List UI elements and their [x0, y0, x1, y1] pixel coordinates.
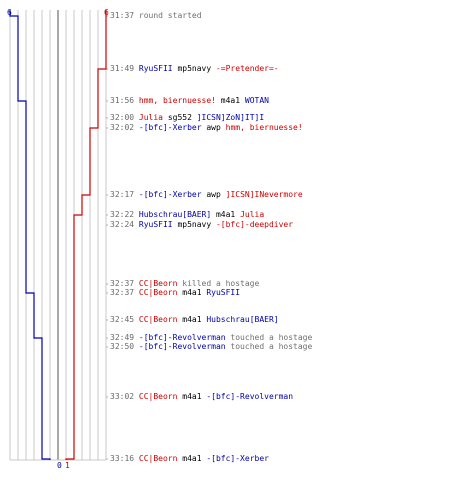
event-time: 32:49 [110, 333, 139, 342]
t-top-label: 6 [7, 8, 12, 17]
event-time: 32:37 [110, 279, 139, 288]
event-action: killed a hostage [177, 279, 260, 288]
t-bottom-label: 0 [57, 461, 62, 470]
player-name: ]ICSN]ZoN]IT]I [196, 113, 265, 122]
event-row: 32:00 Julia sg552 ]ICSN]ZoN]IT]I [110, 113, 264, 122]
event-action: awp [201, 123, 226, 132]
player-name: Julia [240, 210, 265, 219]
player-name: WOTAN [244, 96, 269, 105]
event-time: 32:45 [110, 315, 139, 324]
event-time: 32:00 [110, 113, 139, 122]
player-name: -[bfc]-Xerber [138, 190, 202, 199]
ct-top-label: 6 [104, 8, 109, 17]
player-name: hmm, biernuesse! [138, 96, 216, 105]
series-line-t [9, 10, 51, 460]
event-time: 31:37 [110, 11, 139, 20]
player-name: Julia [138, 113, 163, 122]
player-name: -[bfc]-deepdiver [215, 220, 294, 229]
event-time: 32:22 [110, 210, 139, 219]
player-name: -[bfc]-Revolverman [206, 392, 294, 401]
event-time: 32:17 [110, 190, 139, 199]
event-action: touched a hostage [225, 342, 313, 351]
player-name: CC|Beorn [138, 315, 178, 324]
player-name: RyuSFII [138, 64, 173, 73]
event-time: 32:50 [110, 342, 139, 351]
event-guides [106, 15, 110, 460]
player-name: hmm, biernuesse! [225, 123, 303, 132]
graph-grid [9, 10, 107, 461]
event-action: m4a1 [215, 96, 245, 105]
player-name: CC|Beorn [138, 454, 178, 463]
event-time: 32:02 [110, 123, 139, 132]
event-action: mp5navy [172, 220, 216, 229]
team-lines [9, 10, 107, 460]
ct-bottom-label: 1 [65, 461, 70, 470]
event-action: m4a1 [177, 392, 207, 401]
player-name: -[bfc]-Revolverman [138, 333, 226, 342]
event-row: 31:49 RyuSFII mp5navy -=Pretender=- [110, 64, 279, 73]
event-row: 32:49 -[bfc]-Revolverman touched a hosta… [110, 333, 312, 342]
event-row: 32:17 -[bfc]-Xerber awp ]ICSN]INevermore [110, 190, 303, 199]
player-name: -[bfc]-Revolverman [138, 342, 226, 351]
event-action: m4a1 [177, 315, 207, 324]
event-row: 33:02 CC|Beorn m4a1 -[bfc]-Revolverman [110, 392, 293, 401]
event-row: 32:22 Hubschrau[BAER] m4a1 Julia [110, 210, 264, 219]
event-time: 32:37 [110, 288, 139, 297]
event-time: 33:16 [110, 454, 139, 463]
player-name: -[bfc]-Xerber [138, 123, 202, 132]
event-time: 32:24 [110, 220, 139, 229]
player-name: Hubschrau[BAER] [138, 210, 212, 219]
event-row: 31:56 hmm, biernuesse! m4a1 WOTAN [110, 96, 269, 105]
event-row: 32:37 CC|Beorn m4a1 RyuSFII [110, 288, 240, 297]
player-name: CC|Beorn [138, 392, 178, 401]
event-row: 33:16 CC|Beorn m4a1 -[bfc]-Xerber [110, 454, 269, 463]
event-action: awp [201, 190, 226, 199]
event-row: 32:37 CC|Beorn killed a hostage [110, 279, 259, 288]
player-name: CC|Beorn [138, 279, 178, 288]
player-name: Hubschrau[BAER] [206, 315, 279, 324]
event-time: 31:49 [110, 64, 139, 73]
event-row: 31:37 round started [110, 11, 202, 20]
event-row: 32:24 RyuSFII mp5navy -[bfc]-deepdiver [110, 220, 293, 229]
event-row: 32:45 CC|Beorn m4a1 Hubschrau[BAER] [110, 315, 279, 324]
event-action: m4a1 [177, 288, 207, 297]
event-action: touched a hostage [225, 333, 313, 342]
event-action: round started [138, 11, 202, 20]
event-action: m4a1 [211, 210, 241, 219]
player-name: -=Pretender=- [215, 64, 279, 73]
series-line-ct [65, 10, 107, 460]
event-time: 33:02 [110, 392, 139, 401]
player-name: -[bfc]-Xerber [206, 454, 269, 463]
event-action: sg552 [163, 113, 197, 122]
player-name: RyuSFII [206, 288, 241, 297]
player-name: RyuSFII [138, 220, 173, 229]
event-row: 32:02 -[bfc]-Xerber awp hmm, biernuesse! [110, 123, 303, 132]
event-row: 32:50 -[bfc]-Revolverman touched a hosta… [110, 342, 312, 351]
player-name: CC|Beorn [138, 288, 178, 297]
event-action: mp5navy [172, 64, 216, 73]
event-time: 31:56 [110, 96, 139, 105]
event-action: m4a1 [177, 454, 207, 463]
player-name: ]ICSN]INevermore [225, 190, 303, 199]
